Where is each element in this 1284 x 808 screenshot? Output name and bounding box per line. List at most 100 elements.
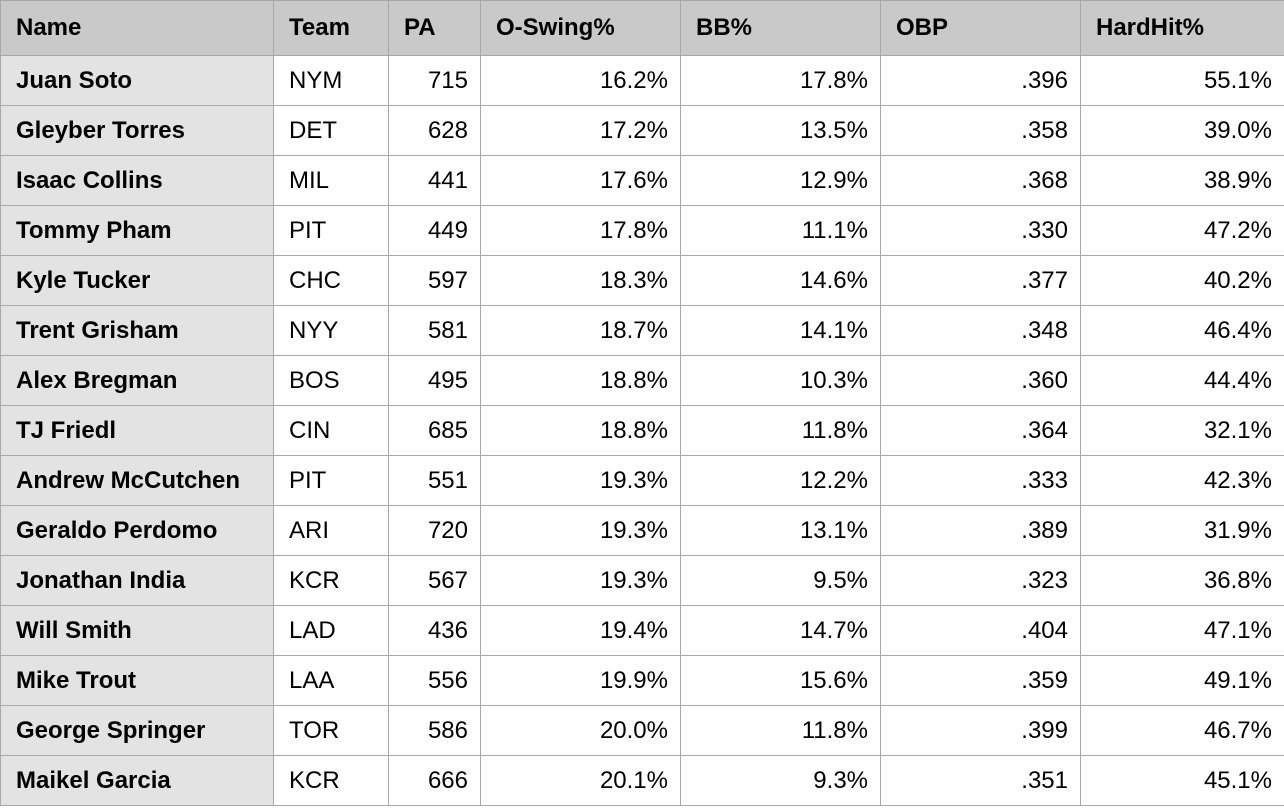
table-cell: 9.5%: [680, 555, 881, 606]
table-cell: 556: [388, 655, 481, 706]
column-header: Team: [273, 0, 389, 56]
table-cell: 16.2%: [480, 55, 681, 106]
table-row: Mike Trout LAA 556 19.9% 15.6% .359 49.1%: [0, 655, 1284, 706]
player-name: Jonathan India: [0, 555, 274, 606]
table-cell: 13.1%: [680, 505, 881, 556]
player-name: Geraldo Perdomo: [0, 505, 274, 556]
table-cell: .368: [880, 155, 1081, 206]
table-cell: 18.8%: [480, 405, 681, 456]
table-cell: 11.8%: [680, 405, 881, 456]
table-cell: ARI: [273, 505, 389, 556]
table-cell: 19.3%: [480, 555, 681, 606]
table-cell: 11.8%: [680, 705, 881, 756]
player-name: Maikel Garcia: [0, 755, 274, 806]
table-cell: 47.2%: [1080, 205, 1284, 256]
table-cell: 47.1%: [1080, 605, 1284, 656]
table-cell: 36.8%: [1080, 555, 1284, 606]
table-cell: 17.2%: [480, 105, 681, 156]
table-row: Will Smith LAD 436 19.4% 14.7% .404 47.1%: [0, 605, 1284, 656]
table-cell: .377: [880, 255, 1081, 306]
table-cell: .364: [880, 405, 1081, 456]
table-cell: 20.0%: [480, 705, 681, 756]
table-cell: 441: [388, 155, 481, 206]
table-cell: .389: [880, 505, 1081, 556]
column-header: O-Swing%: [480, 0, 681, 56]
table-row: TJ Friedl CIN 685 18.8% 11.8% .364 32.1%: [0, 405, 1284, 456]
table-row: Alex Bregman BOS 495 18.8% 10.3% .360 44.4%: [0, 355, 1284, 406]
table-cell: 46.4%: [1080, 305, 1284, 356]
table-cell: 685: [388, 405, 481, 456]
table-cell: .360: [880, 355, 1081, 406]
table-cell: CHC: [273, 255, 389, 306]
table-cell: 42.3%: [1080, 455, 1284, 506]
table-row: George Springer TOR 586 20.0% 11.8% .399 46.7%: [0, 705, 1284, 756]
player-name: Juan Soto: [0, 55, 274, 106]
table-row: Jonathan India KCR 567 19.3% 9.5% .323 36.8%: [0, 555, 1284, 606]
table-cell: 39.0%: [1080, 105, 1284, 156]
table-cell: 45.1%: [1080, 755, 1284, 806]
table-cell: TOR: [273, 705, 389, 756]
table-cell: .358: [880, 105, 1081, 156]
table-cell: 14.7%: [680, 605, 881, 656]
table-cell: LAD: [273, 605, 389, 656]
table-cell: 17.8%: [480, 205, 681, 256]
table-cell: 18.7%: [480, 305, 681, 356]
table-row: Gleyber Torres DET 628 17.2% 13.5% .358 39.0%: [0, 105, 1284, 156]
table-cell: 18.3%: [480, 255, 681, 306]
table-cell: 720: [388, 505, 481, 556]
table-cell: 12.2%: [680, 455, 881, 506]
table-row: Trent Grisham NYY 581 18.7% 14.1% .348 46.4%: [0, 305, 1284, 356]
table-cell: KCR: [273, 755, 389, 806]
table-cell: .359: [880, 655, 1081, 706]
player-name: Andrew McCutchen: [0, 455, 274, 506]
table-cell: 666: [388, 755, 481, 806]
column-header: Name: [0, 0, 274, 56]
table-cell: KCR: [273, 555, 389, 606]
table-cell: 17.6%: [480, 155, 681, 206]
table-cell: 10.3%: [680, 355, 881, 406]
table-cell: 49.1%: [1080, 655, 1284, 706]
table-row: Juan Soto NYM 715 16.2% 17.8% .396 55.1%: [0, 55, 1284, 106]
table-cell: 17.8%: [680, 55, 881, 106]
table-row: Isaac Collins MIL 441 17.6% 12.9% .368 38.9%: [0, 155, 1284, 206]
table-cell: 31.9%: [1080, 505, 1284, 556]
table-cell: 597: [388, 255, 481, 306]
table-cell: .404: [880, 605, 1081, 656]
table-cell: 14.6%: [680, 255, 881, 306]
table-cell: 32.1%: [1080, 405, 1284, 456]
table-cell: 11.1%: [680, 205, 881, 256]
table-row: Kyle Tucker CHC 597 18.3% 14.6% .377 40.2%: [0, 255, 1284, 306]
column-header: PA: [388, 0, 481, 56]
table-cell: 19.4%: [480, 605, 681, 656]
table-row: Andrew McCutchen PIT 551 19.3% 12.2% .333 42.3…: [0, 455, 1284, 506]
table-cell: 44.4%: [1080, 355, 1284, 406]
table-cell: 46.7%: [1080, 705, 1284, 756]
table-cell: BOS: [273, 355, 389, 406]
table-cell: .330: [880, 205, 1081, 256]
column-header: BB%: [680, 0, 881, 56]
table-cell: 9.3%: [680, 755, 881, 806]
player-name: George Springer: [0, 705, 274, 756]
player-name: Kyle Tucker: [0, 255, 274, 306]
table-cell: .348: [880, 305, 1081, 356]
table-cell: CIN: [273, 405, 389, 456]
player-name: Will Smith: [0, 605, 274, 656]
table-cell: 586: [388, 705, 481, 756]
table-cell: 14.1%: [680, 305, 881, 356]
table-cell: PIT: [273, 205, 389, 256]
table-cell: 567: [388, 555, 481, 606]
table-cell: 581: [388, 305, 481, 356]
table-row: Tommy Pham PIT 449 17.8% 11.1% .330 47.2%: [0, 205, 1284, 256]
table-cell: 20.1%: [480, 755, 681, 806]
table-cell: 715: [388, 55, 481, 106]
table-cell: .351: [880, 755, 1081, 806]
table-cell: .323: [880, 555, 1081, 606]
player-name: Tommy Pham: [0, 205, 274, 256]
table-cell: .396: [880, 55, 1081, 106]
table-row: Maikel Garcia KCR 666 20.1% 9.3% .351 45.1%: [0, 755, 1284, 806]
player-name: Alex Bregman: [0, 355, 274, 406]
column-header: OBP: [880, 0, 1081, 56]
table-cell: 436: [388, 605, 481, 656]
